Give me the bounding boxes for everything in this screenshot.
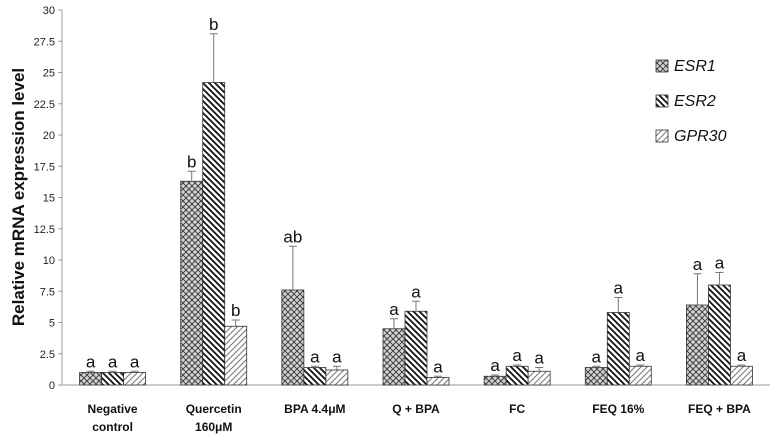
bar (708, 284, 731, 386)
y-tick-label: 7.5 (40, 286, 55, 298)
y-tick-label: 0 (49, 380, 55, 392)
x-tick-label: Quercetin (186, 402, 242, 416)
legend-swatch (655, 59, 669, 73)
y-tick-label: 25 (43, 68, 55, 80)
significance-label: b (187, 152, 196, 171)
significance-label: b (231, 301, 240, 320)
significance-label: ab (283, 227, 302, 246)
significance-label: a (332, 347, 342, 366)
bar (628, 365, 652, 386)
x-tick-label: Negative (88, 402, 138, 416)
significance-label: a (411, 282, 421, 301)
x-tick-label: 160μM (195, 420, 232, 434)
y-tick-label: 27.5 (34, 36, 55, 48)
y-tick-label: 22.5 (34, 99, 55, 111)
y-tick-label: 15 (43, 193, 55, 205)
bar (180, 180, 204, 386)
bar (584, 367, 608, 386)
y-tick-label: 30 (43, 5, 55, 17)
x-tick-label: control (92, 420, 133, 434)
significance-label: a (592, 347, 602, 366)
legend-label: GPR30 (674, 128, 727, 145)
x-tick-label: FEQ + BPA (688, 402, 751, 416)
bar (404, 310, 428, 386)
y-tick-label: 20 (43, 130, 55, 142)
significance-label: a (86, 352, 96, 371)
significance-label: a (433, 357, 443, 376)
bar (79, 372, 102, 386)
y-tick-label: 10 (43, 255, 55, 267)
significance-label: a (389, 300, 399, 319)
bar (101, 372, 124, 386)
x-tick-label: FEQ 16% (592, 402, 644, 416)
x-tick-label: Q + BPA (392, 402, 440, 416)
legend-swatch (655, 129, 669, 143)
x-tick-label: BPA 4.4μM (284, 402, 345, 416)
bar (224, 325, 248, 386)
x-tick-label: FC (509, 402, 525, 416)
significance-label: a (614, 279, 624, 298)
significance-label: b (209, 15, 218, 34)
bar (505, 365, 529, 386)
significance-label: a (490, 356, 500, 375)
y-tick-label: 5 (49, 318, 55, 330)
bar (123, 372, 146, 386)
legend-swatch (655, 94, 669, 108)
y-axis: 0 2.5 5 7.5 10 12.5 15 17.5 20 22.5 25 27.5 30 (34, 5, 63, 392)
significance-label: a (737, 346, 747, 365)
y-tick-label: 12.5 (34, 224, 55, 236)
significance-label: a (534, 349, 544, 368)
bar (303, 367, 327, 386)
significance-label: a (693, 255, 703, 274)
x-axis: Negative control Quercetin 160μM BPA 4.4μM Q … (62, 384, 770, 434)
significance-label: a (108, 352, 118, 371)
bar (426, 377, 450, 386)
legend-label: ESR2 (674, 93, 716, 110)
bar (686, 304, 709, 386)
significance-label: a (130, 352, 140, 371)
significance-label: a (512, 346, 522, 365)
bar (202, 82, 226, 386)
legend: ESR1 ESR2 GPR30 (655, 58, 727, 145)
y-tick-label: 2.5 (40, 349, 55, 361)
significance-label: a (715, 254, 725, 273)
bar (325, 369, 349, 386)
bar (281, 289, 305, 386)
y-tick-label: 17.5 (34, 161, 55, 173)
legend-label: ESR1 (674, 58, 716, 75)
bar (730, 365, 753, 386)
y-axis-label: Relative mRNA expression level (9, 68, 28, 326)
bar (382, 328, 406, 386)
bar (483, 375, 507, 386)
significance-label: a (636, 346, 646, 365)
bar (606, 312, 630, 386)
bar (527, 370, 551, 386)
significance-label: a (310, 347, 320, 366)
